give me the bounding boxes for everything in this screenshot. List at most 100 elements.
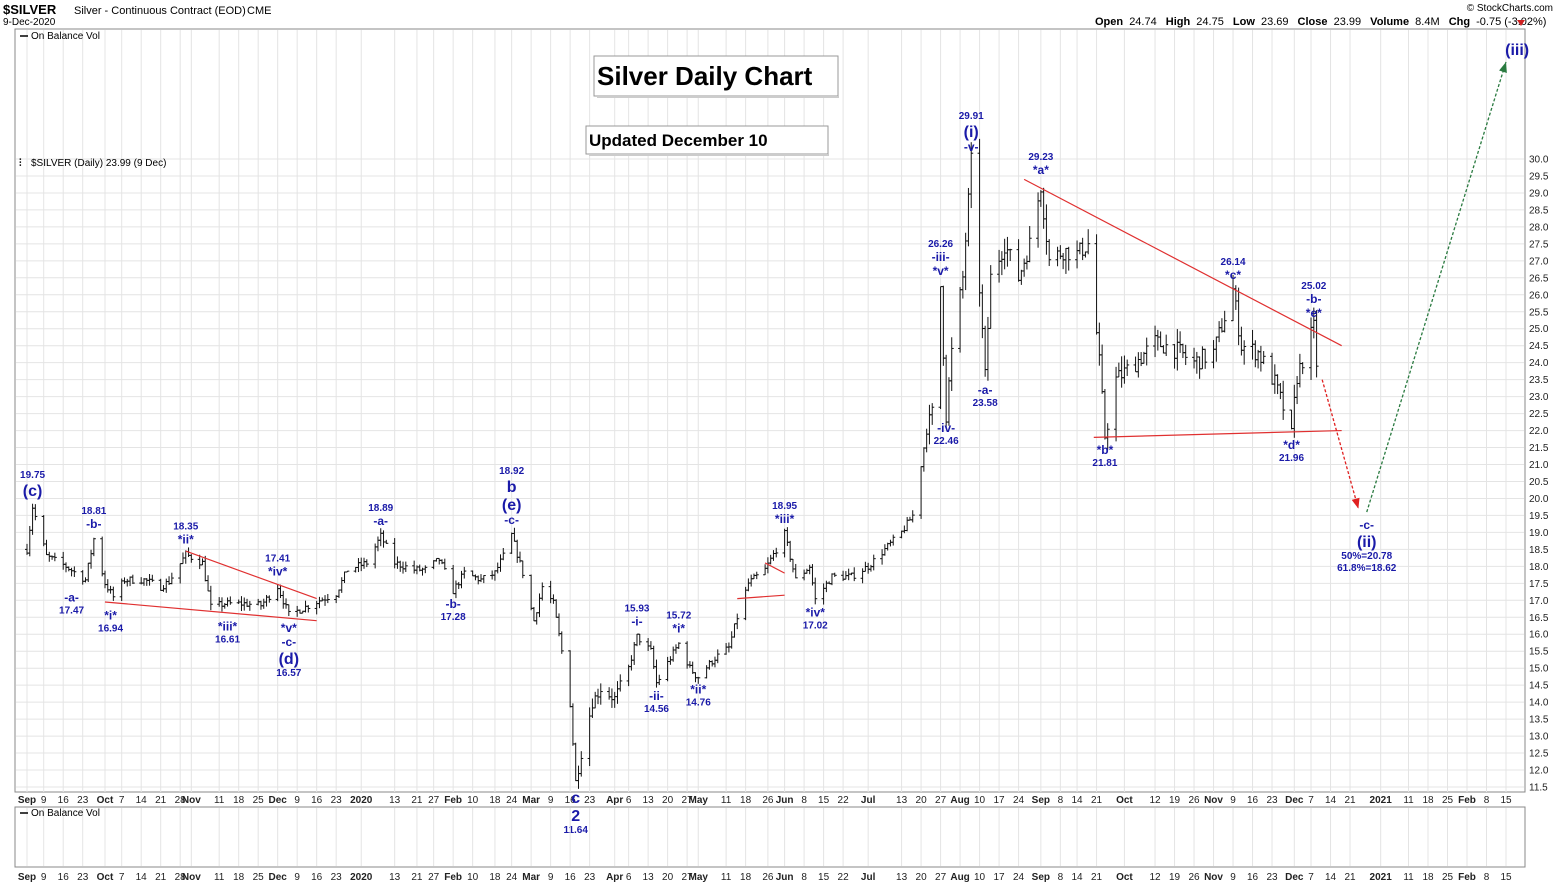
x-tick-label: 10 xyxy=(467,872,479,883)
wave-label-line: 18.92 xyxy=(499,466,524,477)
ohlc-bar xyxy=(258,600,263,610)
ohlc-bar xyxy=(919,466,924,519)
ohlc-bar xyxy=(824,580,829,593)
ohlc-bar xyxy=(1066,246,1071,271)
ohlc-bar xyxy=(654,659,659,688)
wave-label-line: -b- xyxy=(86,517,101,531)
ohlc-bar xyxy=(1047,239,1052,267)
wave-label-line: (c) xyxy=(23,483,43,500)
wave-label-line: 17.47 xyxy=(59,605,84,616)
x-tick-label: 21 xyxy=(1344,872,1356,883)
wave-label: 18.81-b- xyxy=(81,506,106,531)
ohlc-bar xyxy=(1214,336,1219,362)
wave-label-line: 19.75 xyxy=(20,470,45,481)
y-tick-label: 15.0 xyxy=(1529,664,1549,675)
ohlc-bar xyxy=(80,570,85,585)
ohlc-bar xyxy=(958,287,963,353)
x-tick-label: 9 xyxy=(548,795,554,806)
x-tick-label: 18 xyxy=(1422,872,1434,883)
wave-label: *ii*14.76 xyxy=(686,682,711,708)
ohlc-bar xyxy=(281,590,286,609)
y-tick-label: 23.5 xyxy=(1529,375,1549,386)
ohlc-bar xyxy=(1197,356,1202,379)
exchange: CME xyxy=(247,5,271,17)
wave-label-line: *iii* xyxy=(775,512,795,526)
wave-label-line: *b* xyxy=(1097,443,1114,457)
open-value: 24.74 xyxy=(1129,16,1157,28)
x-tick-label: 24 xyxy=(1013,872,1025,883)
wave-label-line: 22.46 xyxy=(934,436,959,447)
wave-label-line: *ii* xyxy=(178,532,194,546)
ohlc-bar xyxy=(751,573,756,580)
ohlc-bar xyxy=(910,510,915,523)
ohlc-bar xyxy=(534,612,539,625)
ohlc-bar xyxy=(880,549,885,565)
ohlc-bar xyxy=(924,428,929,453)
ohlc-bar xyxy=(615,681,620,704)
low-value: 23.69 xyxy=(1261,16,1289,28)
y-tick-label: 20.5 xyxy=(1529,477,1549,488)
wave-label: 29.23*a* xyxy=(1028,152,1053,177)
ohlc-bar xyxy=(239,596,244,612)
updated-box xyxy=(585,125,829,155)
wave-label-line: 16.94 xyxy=(98,623,123,634)
ohlc-bar xyxy=(1281,380,1286,420)
wave-label-line: b xyxy=(507,479,517,496)
wave-label-line: *v* xyxy=(933,264,949,278)
wave-label-line: 29.91 xyxy=(959,111,984,122)
y-tick-label: 22.0 xyxy=(1529,426,1549,437)
x-tick-label: 13 xyxy=(896,872,908,883)
ohlc-bar xyxy=(735,613,740,630)
x-tick-label: 27 xyxy=(682,795,694,806)
ohlc-bar xyxy=(529,574,534,611)
y-tick-label: 16.5 xyxy=(1529,613,1549,624)
ohlc-bar xyxy=(91,537,96,557)
x-tick-label: Apr xyxy=(606,795,623,806)
y-tick-label: 12.5 xyxy=(1529,749,1549,760)
ohlc-bar xyxy=(50,555,55,560)
ohlc-bar xyxy=(314,600,319,615)
y-tick-label: 14.5 xyxy=(1529,681,1549,692)
ohlc-bar xyxy=(593,691,598,709)
ohlc-bar xyxy=(749,574,754,587)
x-tick-label: Sep xyxy=(1032,872,1050,883)
ohlc-bar xyxy=(69,567,74,577)
ohlc-bar xyxy=(768,554,773,565)
ohlc-bar xyxy=(1080,237,1085,261)
ohlc-bar xyxy=(317,596,322,609)
ohlc-bar xyxy=(1256,349,1261,369)
x-tick-label: 28 xyxy=(175,872,187,883)
ohlc-bar xyxy=(607,687,612,700)
ohlc-bar xyxy=(696,676,701,684)
x-tick-label: 12 xyxy=(1149,795,1161,806)
chg-value: -0.75 (-3.02%) xyxy=(1476,16,1546,28)
ohlc-bar xyxy=(336,589,341,598)
ohlc-bar xyxy=(130,574,135,585)
ohlc-bar xyxy=(1136,352,1141,378)
ohlc-bar xyxy=(944,354,949,428)
ohlc-bars xyxy=(25,138,1319,789)
x-tick-label: 16 xyxy=(311,795,323,806)
ohlc-bar xyxy=(1192,347,1197,369)
wave-label: 29.91 (i)-v- xyxy=(959,111,984,154)
ohlc-bar xyxy=(47,551,52,562)
x-tick-label: 20 xyxy=(662,795,674,806)
x-tick-label: 18 xyxy=(740,872,752,883)
x-tick-label: 27 xyxy=(935,872,947,883)
ohlc-bar xyxy=(325,593,330,604)
ohlc-bar xyxy=(618,674,623,692)
ohlc-bar xyxy=(568,650,573,708)
x-tick-label: 23 xyxy=(77,872,89,883)
trendline xyxy=(764,562,785,574)
x-tick-label: Dec xyxy=(1285,872,1304,883)
wave-label-line: 21.81 xyxy=(1092,458,1117,469)
x-tick-label: 13 xyxy=(896,795,908,806)
wave-label: 26.14*c* xyxy=(1221,257,1246,282)
ohlc-bar xyxy=(228,596,233,605)
x-tick-label: 14 xyxy=(1071,872,1083,883)
ohlc-bar xyxy=(437,557,442,565)
x-tick-label: 16 xyxy=(565,795,577,806)
ohlc-bar xyxy=(1178,331,1183,353)
wave-label: *b*21.81 xyxy=(1092,443,1117,469)
